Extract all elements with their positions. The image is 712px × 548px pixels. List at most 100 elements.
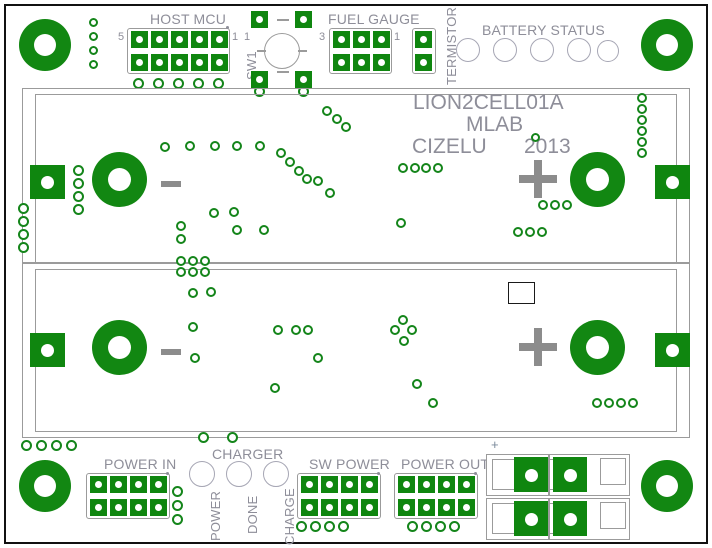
via [313,353,323,363]
power-in-pad[interactable] [130,476,147,493]
fuel-gauge-pad[interactable] [373,54,390,71]
via [537,227,547,237]
via [433,163,443,173]
via [637,126,647,136]
power-out-pad[interactable] [418,476,435,493]
power-out-pad[interactable] [438,476,455,493]
via [428,398,438,408]
sw-power-pad[interactable] [361,476,378,493]
terminal-positive-marker: + [491,437,499,452]
via [302,174,312,184]
via [538,200,548,210]
termistor-outline [412,28,436,74]
sw-power-pad[interactable] [341,499,358,516]
sw1-pad[interactable] [295,71,312,88]
host-mcu-pad[interactable] [151,31,168,48]
fuel-gauge-pad[interactable] [333,54,350,71]
host-mcu-pad[interactable] [191,31,208,48]
via [18,216,29,227]
host-mcu-pad[interactable] [131,54,148,71]
sw1-body-circle [264,33,300,69]
via [637,148,647,158]
via [172,500,183,511]
via [188,322,198,332]
sw1-pad[interactable] [251,71,268,88]
via [89,18,98,27]
via [200,256,210,266]
power-in-pad[interactable] [90,499,107,516]
via [259,225,269,235]
fuel-gauge-pad[interactable] [373,31,390,48]
via [412,379,422,389]
sw-power-pad[interactable] [321,499,338,516]
via [322,106,332,116]
host-mcu-pad[interactable] [211,31,228,48]
power-in-pad[interactable] [110,499,127,516]
terminal-pad[interactable] [514,501,548,536]
via [18,229,29,240]
power-in-pad[interactable] [150,499,167,516]
sw1-pad[interactable] [295,11,312,28]
via [421,163,431,173]
power-out-pad[interactable] [458,499,475,516]
sw-power-pad[interactable] [341,476,358,493]
pad-bore [108,336,131,359]
host-mcu-pad[interactable] [211,54,228,71]
power-in-pad[interactable] [90,476,107,493]
sw1-pad[interactable] [251,11,268,28]
via [89,46,98,55]
via [562,200,572,210]
fuel-gauge-pad[interactable] [353,54,370,71]
sw-power-pad[interactable] [361,499,378,516]
termistor-pad[interactable] [415,54,432,71]
via [637,104,647,114]
fuel-gauge-pad[interactable] [333,31,350,48]
via [341,122,351,132]
host-mcu-pad[interactable] [171,31,188,48]
sw-power-pad[interactable] [301,476,318,493]
battery-status-label: BATTERY STATUS [482,22,605,38]
via [73,178,84,189]
host-mcu-pin1-number: 1 [232,31,239,43]
via [628,398,638,408]
termistor-pad[interactable] [415,31,432,48]
fuel-gauge-pad[interactable] [353,31,370,48]
battery-status-led [493,38,517,62]
fuel-gauge-pin3-number: 3 [319,31,326,43]
board-title-line1: LION2CELL01A [413,91,564,114]
via [525,227,535,237]
host-mcu-pad[interactable] [191,54,208,71]
via [176,234,186,244]
via [188,267,198,277]
cell1-positive-square-pad [655,165,690,199]
host-mcu-pad[interactable] [171,54,188,71]
power-out-pad[interactable] [458,476,475,493]
power-out-pad[interactable] [438,499,455,516]
via [303,325,313,335]
fuel-gauge-label: FUEL GAUGE [328,11,420,27]
host-mcu-pad[interactable] [131,31,148,48]
power-out-pad[interactable] [418,499,435,516]
power-in-pad[interactable] [130,499,147,516]
via [227,432,238,443]
via [276,148,286,158]
via [604,398,614,408]
terminal-pad[interactable] [553,457,587,492]
fuel-gauge-outline [329,28,392,74]
terminal-divider [548,454,550,496]
terminal-pad[interactable] [553,501,587,536]
power-in-pad[interactable] [110,476,127,493]
host-mcu-pad[interactable] [151,54,168,71]
terminal-pad[interactable] [514,457,548,492]
via [407,325,417,335]
sw-power-pad[interactable] [321,476,338,493]
power-out-pad[interactable] [398,476,415,493]
power-led-label: POWER [208,490,223,541]
power-out-pad[interactable] [398,499,415,516]
via [298,86,309,97]
power-in-pad[interactable] [150,476,167,493]
sw-power-pad[interactable] [301,499,318,516]
pin1-indicator-dot [377,472,380,475]
mounting-hole-bore [34,475,56,497]
pad-bore [666,344,679,357]
